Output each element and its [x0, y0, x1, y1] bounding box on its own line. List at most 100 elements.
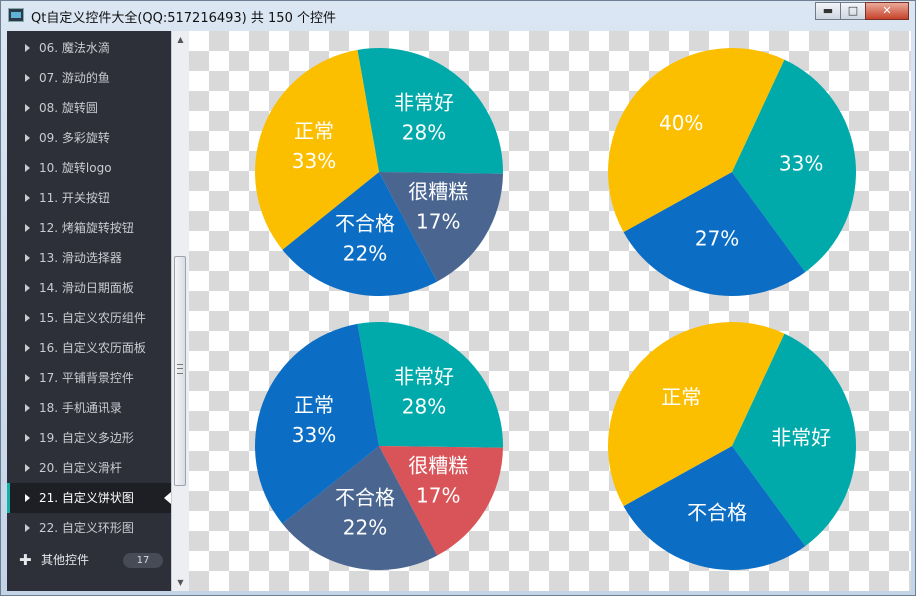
pie-charts: 非常好 28% 很糟糕 17% 不合格 22% 正常 33% 33% 27% 40% 非常好 28% 很糟… [255, 47, 856, 570]
sidebar-item[interactable]: 17. 平铺背景控件 [7, 363, 171, 393]
window-controls: ▬ □ ✕ [815, 2, 909, 22]
sidebar-item[interactable]: 11. 开关按钮 [7, 183, 171, 213]
sidebar-item-label: 18. 手机通讯录 [39, 401, 122, 415]
slice-label: 很糟糕 [408, 454, 468, 478]
chevron-right-icon [25, 194, 30, 202]
sidebar-item-label: 13. 滑动选择器 [39, 251, 122, 265]
slice-label: 不合格 [335, 486, 395, 510]
chevron-right-icon [25, 404, 30, 412]
pie-slice[interactable] [732, 59, 856, 273]
close-button[interactable]: ✕ [865, 2, 909, 20]
sidebar-item-label: 21. 自定义饼状图 [39, 491, 134, 505]
slice-percent: 22% [343, 516, 387, 540]
slice-label: 正常 [294, 119, 334, 143]
pie-slice[interactable] [608, 321, 785, 507]
sidebar-item[interactable]: 14. 滑动日期面板 [7, 273, 171, 303]
sidebar-item[interactable]: 08. 旋转圆 [7, 93, 171, 123]
sidebar-item-label: 12. 烤箱旋转按钮 [39, 221, 134, 235]
pie-slice[interactable] [608, 47, 785, 233]
sidebar-item-label: 14. 滑动日期面板 [39, 281, 134, 295]
app-icon [8, 8, 24, 22]
sidebar-item-label: 22. 自定义环形图 [39, 521, 134, 535]
chevron-right-icon [25, 74, 30, 82]
sidebar-item[interactable]: 15. 自定义农历组件 [7, 303, 171, 333]
sidebar-item-label: 15. 自定义农历组件 [39, 311, 146, 325]
sidebar-item[interactable]: 07. 游动的鱼 [7, 63, 171, 93]
pie-slice[interactable] [379, 446, 503, 556]
slice-percent: 22% [343, 242, 387, 266]
slice-percent: 27% [695, 226, 739, 250]
chevron-right-icon [25, 434, 30, 442]
pie-slice[interactable] [282, 172, 438, 296]
sidebar-item-label: 20. 自定义滑杆 [39, 461, 122, 475]
pie-slice[interactable] [379, 172, 503, 282]
chevron-right-icon [25, 164, 30, 172]
slice-percent: 28% [402, 395, 446, 419]
slice-label: 非常好 [394, 91, 454, 115]
pie-slice[interactable] [623, 172, 806, 296]
sidebar-item-label: 07. 游动的鱼 [39, 71, 110, 85]
pie-slice[interactable] [282, 446, 438, 570]
sidebar-item-label: 09. 多彩旋转 [39, 131, 110, 145]
chevron-right-icon [25, 464, 30, 472]
sidebar-item-label: 16. 自定义农历面板 [39, 341, 146, 355]
sidebar-item[interactable]: 21. 自定义饼状图 [7, 483, 171, 513]
pie-slice[interactable] [357, 48, 503, 174]
sidebar-item[interactable]: 20. 自定义滑杆 [7, 453, 171, 483]
slice-label: 非常好 [394, 365, 454, 389]
scroll-down-arrow-icon[interactable]: ▼ [177, 578, 184, 587]
sidebar-item[interactable]: 16. 自定义农历面板 [7, 333, 171, 363]
sidebar-item[interactable]: 22. 自定义环形图 [7, 513, 171, 543]
pie-slice[interactable] [357, 322, 503, 448]
client-area: 06. 魔法水滴 07. 游动的鱼 08. 旋转圆 09. 多彩旋转 10. 旋转log… [7, 31, 911, 591]
sidebar-item-label: 06. 魔法水滴 [39, 41, 110, 55]
sidebar-item[interactable]: 18. 手机通讯录 [7, 393, 171, 423]
sidebar-scrollbar[interactable]: ▲ ▼ [171, 31, 189, 591]
sidebar-item[interactable]: 19. 自定义多边形 [7, 423, 171, 453]
chevron-right-icon [25, 104, 30, 112]
chevron-right-icon [25, 494, 30, 502]
sidebar-item-label: 08. 旋转圆 [39, 101, 98, 115]
slice-percent: 33% [292, 423, 336, 447]
pie-chart-1: 非常好 28% 很糟糕 17% 不合格 22% 正常 33% [255, 48, 503, 296]
plus-icon: ✚ [19, 551, 32, 569]
pie-canvas: 非常好 28% 很糟糕 17% 不合格 22% 正常 33% 33% 27% 40% 非常好 28% 很糟… [189, 31, 911, 591]
sidebar-item[interactable]: 09. 多彩旋转 [7, 123, 171, 153]
slice-label: 很糟糕 [408, 180, 468, 204]
minimize-button[interactable]: ▬ [815, 2, 841, 20]
sidebar-item[interactable]: 13. 滑动选择器 [7, 243, 171, 273]
scroll-thumb[interactable] [174, 256, 186, 486]
slice-label: 正常 [294, 393, 334, 417]
pie-slice[interactable] [255, 49, 379, 250]
chevron-right-icon [25, 44, 30, 52]
maximize-button[interactable]: □ [840, 2, 866, 20]
pie-chart-3: 非常好 28% 很糟糕 17% 不合格 22% 正常 33% [255, 322, 503, 570]
slice-percent: 33% [292, 149, 336, 173]
sidebar-item[interactable]: 12. 烤箱旋转按钮 [7, 213, 171, 243]
sidebar: 06. 魔法水滴 07. 游动的鱼 08. 旋转圆 09. 多彩旋转 10. 旋转log… [7, 31, 189, 591]
slice-label: 不合格 [687, 500, 747, 524]
scroll-up-arrow-icon[interactable]: ▲ [177, 35, 184, 44]
chevron-right-icon [25, 344, 30, 352]
chevron-right-icon [25, 224, 30, 232]
slice-percent: 33% [779, 152, 823, 176]
sidebar-item-label: 17. 平铺背景控件 [39, 371, 134, 385]
sidebar-item[interactable]: 06. 魔法水滴 [7, 33, 171, 63]
pie-slice[interactable] [623, 446, 806, 570]
slice-label: 非常好 [771, 426, 831, 450]
slice-percent: 17% [416, 484, 460, 508]
pie-slice[interactable] [732, 333, 856, 547]
pie-slice[interactable] [255, 323, 379, 524]
title-bar[interactable]: Qt自定义控件大全(QQ:517216493) 共 150 个控件 ▬ □ ✕ [1, 1, 915, 31]
chevron-right-icon [25, 314, 30, 322]
sidebar-item[interactable]: 10. 旋转logo [7, 153, 171, 183]
window-title: Qt自定义控件大全(QQ:517216493) 共 150 个控件 [31, 11, 336, 26]
grip-icon [177, 364, 183, 374]
sidebar-item-label: 10. 旋转logo [39, 161, 112, 175]
sidebar-item-label: 11. 开关按钮 [39, 191, 110, 205]
count-badge: 17 [123, 553, 163, 568]
group-label: 其他控件 [41, 553, 90, 567]
group-other-controls[interactable]: ✚ 其他控件 17 [7, 545, 171, 575]
